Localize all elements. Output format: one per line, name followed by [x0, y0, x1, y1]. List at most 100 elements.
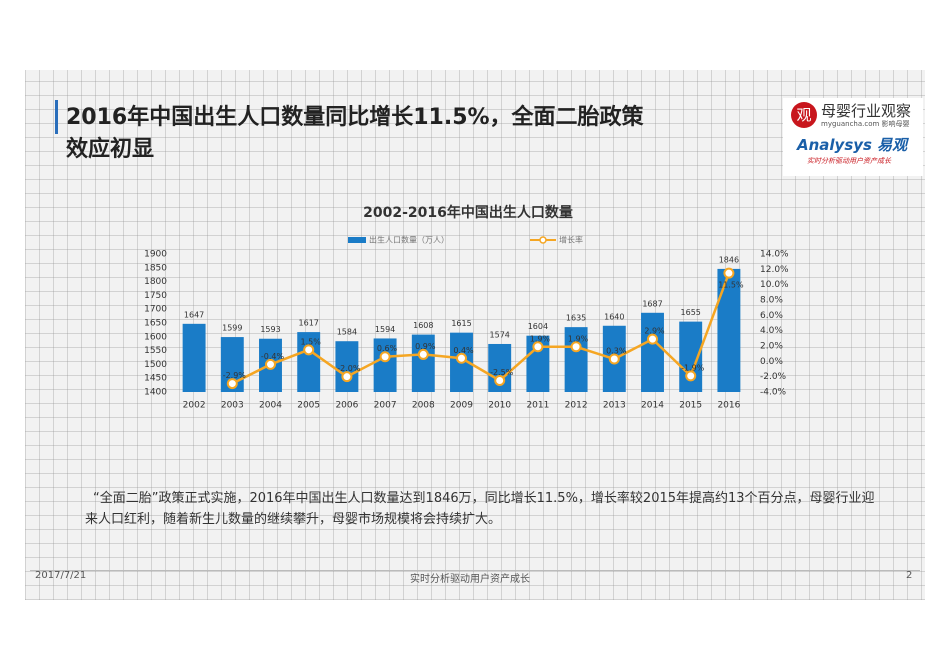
growth-point — [608, 353, 620, 365]
y2-tick-label: 12.0% — [760, 265, 789, 275]
bar-label: 1584 — [337, 328, 357, 337]
growth-label: 0.3% — [606, 347, 627, 356]
bar — [564, 327, 588, 392]
growth-label: 2.9% — [644, 327, 665, 336]
x-tick-label: 2008 — [412, 401, 435, 411]
x-tick-label: 2006 — [335, 401, 358, 411]
footer-date: 2017/7/21 — [35, 570, 87, 581]
logo: 观 母婴行业观察 myguancha.com 影响母婴 Analysys 易观 … — [783, 98, 923, 176]
bar-label: 1640 — [604, 312, 624, 321]
x-tick-label: 2016 — [717, 401, 740, 411]
y2-tick-label: 10.0% — [760, 280, 789, 290]
x-tick-label: 2015 — [679, 401, 702, 411]
y2-tick-label: 14.0% — [760, 250, 789, 260]
bar — [679, 321, 703, 392]
bar-label: 1687 — [642, 299, 662, 308]
bar-label: 1608 — [413, 321, 433, 330]
growth-label: -2.5% — [490, 368, 514, 377]
growth-label: -2.0% — [337, 364, 361, 373]
title: 2016年中国出生人口数量同比增长11.5%，全面二胎政策 效应初显 — [66, 102, 644, 166]
growth-point — [494, 375, 506, 386]
y-tick-label: 1600 — [144, 332, 167, 342]
growth-point — [226, 378, 238, 390]
bar — [526, 335, 550, 392]
growth-point — [341, 371, 353, 383]
y2-tick-label: 6.0% — [760, 311, 783, 321]
growth-point — [456, 352, 467, 364]
logo-tagline: 影响母婴 — [881, 120, 910, 128]
y-tick-label: 1450 — [144, 374, 167, 384]
y2-tick-label: 2.0% — [760, 342, 783, 352]
growth-point — [303, 344, 315, 356]
page-number: 2 — [906, 570, 913, 581]
bar — [335, 341, 359, 392]
logo-site: myguancha.com 影响母婴 — [821, 119, 910, 129]
legend-swatch — [539, 236, 547, 244]
y-tick-label: 1400 — [144, 388, 167, 398]
bar-label: 1604 — [528, 322, 548, 331]
bar-label: 1593 — [260, 325, 280, 334]
growth-label: -0.4% — [261, 352, 285, 361]
bar-label: 1846 — [719, 255, 739, 264]
legend-label: 出生人口数量（万人） — [369, 235, 449, 245]
growth-label: 0.6% — [377, 344, 398, 353]
x-tick-label: 2005 — [297, 401, 320, 411]
growth-label: -1.9% — [681, 363, 705, 372]
footer-rule — [30, 570, 920, 571]
growth-label: 1.9% — [530, 334, 551, 343]
x-tick-label: 2009 — [450, 401, 473, 411]
chart-title: 2002-2016年中国出生人口数量 — [363, 204, 573, 221]
growth-point — [417, 348, 429, 360]
logo-icon: 观 — [791, 102, 817, 128]
bar-label: 1599 — [222, 324, 242, 333]
bar-label: 1655 — [681, 308, 701, 317]
bar-label: 1647 — [184, 310, 204, 319]
x-tick-label: 2010 — [488, 401, 511, 411]
growth-point — [532, 341, 544, 353]
growth-line — [231, 272, 731, 385]
bar — [182, 323, 206, 392]
logo-brand: Analysys 易观 — [797, 136, 908, 154]
x-tick-label: 2013 — [603, 401, 626, 411]
footer-center: 实时分析驱动用户资产成长 — [410, 574, 530, 585]
x-tick-label: 2003 — [221, 401, 244, 411]
logo-slogan: 实时分析驱动用户资产成长 — [807, 157, 891, 165]
growth-label: 1.5% — [301, 337, 322, 346]
y-tick-label: 1550 — [144, 346, 167, 356]
x-tick-label: 2002 — [183, 401, 206, 411]
y-tick-label: 1750 — [144, 291, 167, 301]
y-tick-label: 1800 — [144, 277, 167, 287]
title-line: 2016年中国出生人口数量同比增长11.5%，全面二胎政策 — [66, 105, 644, 130]
body-text: “全面二胎”政策正式实施，2016年中国出生人口数量达到1846万，同比增长11… — [85, 491, 875, 527]
growth-point — [379, 351, 391, 363]
bar — [411, 334, 435, 392]
y-tick-label: 1650 — [144, 319, 167, 329]
bar-label: 1574 — [490, 330, 510, 339]
growth-label: 11.5% — [718, 281, 744, 290]
growth-label: 0.4% — [453, 346, 474, 355]
y2-tick-label: -2.0% — [760, 372, 787, 382]
growth-label: -2.9% — [223, 371, 247, 380]
logo-name: 母婴行业观察 — [821, 102, 912, 120]
y2-tick-label: 8.0% — [760, 296, 783, 306]
bar-label: 1615 — [451, 319, 471, 328]
y-tick-label: 1900 — [144, 250, 167, 260]
bar-label: 1594 — [375, 325, 395, 334]
y-tick-label: 1850 — [144, 263, 167, 273]
x-tick-label: 2014 — [641, 401, 664, 411]
title-bar — [55, 100, 58, 134]
growth-point — [685, 370, 697, 382]
x-tick-label: 2007 — [374, 401, 397, 411]
legend-swatch — [348, 237, 366, 243]
background-grid — [25, 70, 925, 600]
bar — [641, 312, 664, 392]
growth-point — [570, 341, 582, 353]
bar — [297, 332, 321, 392]
x-tick-label: 2011 — [526, 401, 549, 411]
x-tick-label: 2012 — [565, 401, 588, 411]
bar — [373, 338, 397, 392]
logo-site: myguancha.com — [821, 120, 880, 128]
y-tick-label: 1700 — [144, 305, 167, 315]
